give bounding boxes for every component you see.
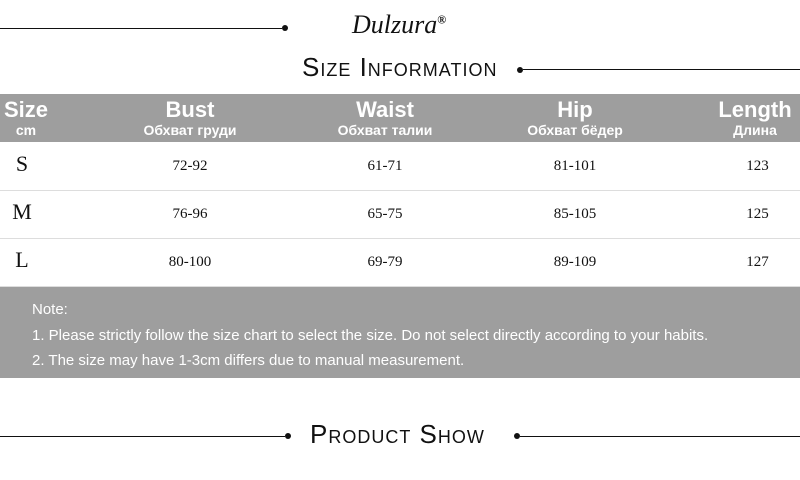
header-label: Waist <box>356 97 414 122</box>
table-header: Size cm Bust Обхват груди Waist Обхват тали… <box>0 94 800 142</box>
header-label: Size <box>3 97 49 122</box>
brand-logo: Dulzura® <box>352 10 446 40</box>
note-box: Note: 1. Please strictly follow the size… <box>0 287 800 378</box>
header-sublabel: Обхват груди <box>143 122 237 138</box>
divider-line <box>0 436 285 437</box>
cell-size: L <box>15 247 29 272</box>
note-item: 1. Please strictly follow the size chart… <box>32 327 709 344</box>
divider-line <box>523 69 800 70</box>
divider-dot <box>282 25 288 31</box>
header-sublabel: Обхват талии <box>337 122 433 138</box>
cell-hip: 89-109 <box>553 254 597 270</box>
note-label: Note: <box>32 301 68 318</box>
cell-length: 125 <box>746 206 769 222</box>
header-size: Size cm <box>0 94 52 139</box>
cell-size: S <box>15 151 29 176</box>
divider-line <box>520 436 800 437</box>
footer-title: Product Show <box>310 419 485 449</box>
table-row: L 80-100 69-79 89-109 127 <box>0 238 800 287</box>
note-item: 2. The size may have 1-3cm differs due t… <box>32 352 465 369</box>
header-sublabel: cm <box>15 122 37 138</box>
divider-line <box>0 28 282 29</box>
header-sublabel: Длина <box>733 122 777 138</box>
divider-dot <box>514 433 520 439</box>
divider-dot <box>285 433 291 439</box>
section-title: Size Information <box>302 52 498 82</box>
cell-bust: 76-96 <box>172 206 208 222</box>
cell-length: 127 <box>746 254 769 270</box>
cell-hip: 81-101 <box>553 158 597 174</box>
brand-name: Dulzura <box>352 10 438 39</box>
table-row: M 76-96 65-75 85-105 125 <box>0 190 800 239</box>
header-label: Length <box>718 97 792 122</box>
cell-hip: 85-105 <box>553 206 597 222</box>
cell-bust: 72-92 <box>172 158 208 174</box>
cell-waist: 69-79 <box>367 254 403 270</box>
header-sublabel: Обхват бёдер <box>527 122 623 138</box>
cell-bust: 80-100 <box>168 254 212 270</box>
brand-mark: ® <box>437 12 447 27</box>
table-row: S 72-92 61-71 81-101 123 <box>0 142 800 191</box>
header-label: Bust <box>165 97 215 122</box>
header-bust: Bust Обхват груди <box>100 94 280 139</box>
header-waist: Waist Обхват талии <box>295 94 475 139</box>
cell-size: M <box>12 199 32 224</box>
cell-length: 123 <box>746 158 769 174</box>
header-label: Hip <box>557 97 593 122</box>
header-length: Length Длина <box>710 94 800 139</box>
cell-waist: 65-75 <box>367 206 403 222</box>
header-hip: Hip Обхват бёдер <box>485 94 665 139</box>
cell-waist: 61-71 <box>367 158 403 174</box>
divider-dot <box>517 67 523 73</box>
